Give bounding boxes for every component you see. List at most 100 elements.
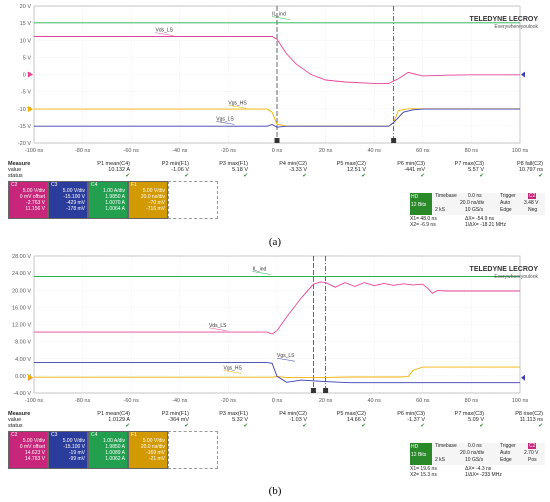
channel-name: F1 bbox=[131, 432, 137, 438]
y-tick-label: -5 V bbox=[21, 90, 31, 96]
y-tick-label: -4.00 V bbox=[13, 391, 31, 397]
measure-column-name[interactable]: P8 rise(C2) bbox=[515, 411, 543, 417]
channel-line: -169 mV bbox=[146, 450, 165, 456]
series-label-leader bbox=[228, 105, 247, 109]
sample-rate: 10 GS/s bbox=[465, 457, 484, 463]
x-tick-label: 0 ns bbox=[272, 148, 283, 154]
channel-line: -21 mV bbox=[148, 456, 165, 462]
measure-value: -1.37 V bbox=[407, 417, 425, 423]
series-label-leader bbox=[223, 370, 242, 374]
timebase-delay: 0.0 ns bbox=[468, 443, 482, 449]
x-tick-label: 80 ns bbox=[465, 148, 479, 154]
cursor-marker[interactable] bbox=[391, 138, 397, 143]
measure-value: 5.57 V bbox=[468, 167, 484, 173]
measure-column-name[interactable]: P6 min(C3) bbox=[397, 411, 425, 417]
channel-box-f1[interactable]: F1 5.00 V/div 20.0 ns/div -70 mV -716 mV bbox=[128, 181, 168, 219]
measure-column-name[interactable]: P1 mean(C4) bbox=[97, 161, 130, 167]
caption-b: (b) bbox=[268, 485, 282, 497]
timebase-panel[interactable]: HD 12 Bits Timebase 0.0 ns Trigger C2 20.0 ns/… bbox=[410, 193, 545, 215]
y-tick-label: 20 V bbox=[20, 4, 32, 10]
measure-row-label: value bbox=[8, 417, 22, 423]
series-vds_ls bbox=[34, 281, 520, 335]
y-tick-label: 0.00 V bbox=[15, 374, 31, 380]
y-tick-label: 8.00 V bbox=[15, 340, 31, 346]
cursor-marker[interactable] bbox=[274, 138, 280, 143]
series-label: Vgs_LS bbox=[216, 116, 234, 122]
series-label-leader bbox=[155, 32, 174, 36]
x-tick-label: -80 ns bbox=[75, 398, 91, 404]
channel-line: 5.00 V/div bbox=[22, 188, 45, 194]
y-tick-label: 0 V bbox=[23, 73, 32, 79]
channel-box-c3[interactable]: C3 5.00 V/div -15.100 V -19 mV -99 mV bbox=[48, 431, 88, 469]
channel-box-c2[interactable]: C2 5.00 V/div 0 mV offset -2.763 V 11.156 V bbox=[8, 181, 48, 219]
measure-column-name[interactable]: P4 min(C2) bbox=[279, 161, 307, 167]
measure-status-check-icon: ✔ bbox=[125, 423, 130, 429]
measure-column-name[interactable]: P3 max(F1) bbox=[219, 411, 248, 417]
measure-column-name[interactable]: P4 min(C2) bbox=[279, 411, 307, 417]
trigger-level-marker[interactable] bbox=[521, 374, 525, 381]
channel-ref-marker[interactable] bbox=[28, 71, 33, 78]
channel-line: 14.623 V bbox=[24, 450, 45, 456]
channel-line: -2.763 V bbox=[26, 200, 45, 206]
channel-box-c4[interactable]: C4 1.00 A/div 1.9850 A 1.0089 A 1.0062 A bbox=[88, 431, 128, 469]
x-tick-label: -20 ns bbox=[221, 398, 237, 404]
channel-box-f1[interactable]: F1 5.00 V/div 20.0 ns/div -169 mV -21 mV bbox=[128, 431, 168, 469]
channel-box-c3[interactable]: C3 5.00 V/div -15.100 V -429 mV -178 mV bbox=[48, 181, 88, 219]
measure-column-name[interactable]: P5 max(C2) bbox=[336, 411, 366, 417]
x-tick-label: 20 ns bbox=[319, 398, 333, 404]
channel-empty-slot[interactable] bbox=[168, 181, 218, 219]
x-tick-label: 40 ns bbox=[367, 148, 381, 154]
timebase-label: Timebase bbox=[435, 443, 457, 449]
channel-line: 1.0070 A bbox=[105, 200, 125, 206]
y-tick-label: -10 V bbox=[18, 107, 31, 113]
cursor-marker[interactable] bbox=[323, 388, 329, 393]
trigger-mode: Auto bbox=[500, 450, 511, 456]
series-label: Vgs_HS bbox=[228, 100, 247, 106]
measure-value: 1.0129 A bbox=[108, 417, 130, 423]
series-label: IL_ind bbox=[253, 266, 267, 272]
brand-name-a: TELEDYNE LECROY bbox=[469, 16, 538, 23]
measure-value: 5.32 V bbox=[232, 417, 248, 423]
bits-label: 12 Bits bbox=[411, 202, 427, 208]
channel-empty-slot[interactable] bbox=[168, 431, 218, 469]
sample-count: 2 kS bbox=[435, 207, 446, 213]
measure-column-name[interactable]: P2 min(F1) bbox=[161, 161, 189, 167]
x-tick-label: 40 ns bbox=[367, 398, 381, 404]
series-label: IL_ind bbox=[272, 12, 286, 18]
measure-column-name[interactable]: P1 mean(C4) bbox=[97, 411, 130, 417]
measure-value: -441 mV bbox=[404, 167, 425, 173]
channel-name: C2 bbox=[11, 432, 18, 438]
measure-value: -3.33 V bbox=[289, 167, 307, 173]
measure-row-label: status bbox=[8, 423, 23, 429]
channel-ref-marker[interactable] bbox=[28, 106, 33, 113]
hd-badge: HD bbox=[411, 444, 419, 450]
measure-column-name[interactable]: P8 fall(C2) bbox=[517, 161, 543, 167]
sample-rate: 10 GS/s bbox=[465, 207, 484, 213]
measure-column-name[interactable]: P6 min(C3) bbox=[397, 161, 425, 167]
measure-column-name[interactable]: P2 min(F1) bbox=[161, 411, 189, 417]
brand-name-b: TELEDYNE LECROY bbox=[469, 266, 538, 273]
channel-line: 1.00 A/div bbox=[103, 188, 125, 194]
channel-box-c2[interactable]: C2 5.00 V/div 0 mV offset 14.623 V 14.763 V bbox=[8, 431, 48, 469]
measure-row-label: status bbox=[8, 173, 23, 179]
channel-name: C4 bbox=[91, 432, 98, 438]
measure-column-name[interactable]: P5 max(C2) bbox=[336, 161, 366, 167]
measure-column-name[interactable]: P3 max(F1) bbox=[219, 161, 248, 167]
channel-ref-marker[interactable] bbox=[28, 374, 33, 381]
channel-line: 20.0 ns/div bbox=[140, 194, 165, 200]
timebase-panel[interactable]: HD 12 Bits Timebase 0.0 ns Trigger C2 20.0 ns/… bbox=[410, 443, 545, 465]
cursor-marker[interactable] bbox=[310, 388, 316, 393]
measure-column-name[interactable]: P7 max(C3) bbox=[454, 161, 484, 167]
trigger-level-marker[interactable] bbox=[521, 71, 525, 78]
x-tick-label: 100 ns bbox=[512, 148, 529, 154]
measure-status-check-icon: ✔ bbox=[125, 173, 130, 179]
trigger-channel: C2 bbox=[528, 193, 537, 199]
x-tick-label: -40 ns bbox=[172, 398, 188, 404]
measure-header: Measure bbox=[8, 161, 31, 167]
cursor-x2: X2= 15.3 ns bbox=[410, 472, 437, 478]
measure-column-name[interactable]: P7 max(C3) bbox=[454, 411, 484, 417]
channel-name: C3 bbox=[51, 432, 58, 438]
series-label: Vds_LS bbox=[156, 28, 174, 34]
channel-box-c4[interactable]: C4 1.00 A/div 1.9850 A 1.0070 A 1.0064 A bbox=[88, 181, 128, 219]
channel-line: -70 mV bbox=[148, 200, 165, 206]
